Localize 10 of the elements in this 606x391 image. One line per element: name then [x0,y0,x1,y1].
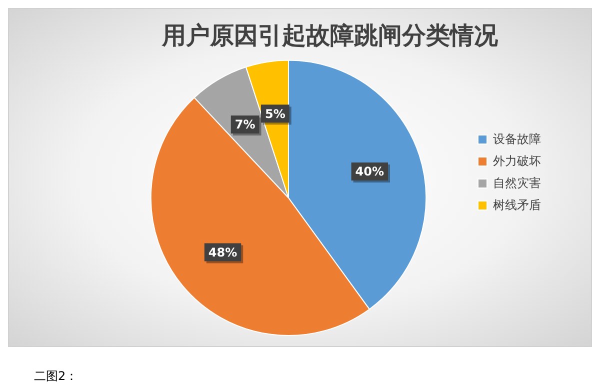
legend-label: 外力破坏 [493,154,541,168]
data-label: 5% [264,106,286,121]
text: 二图2： [34,368,78,385]
data-label: 40% [355,164,384,179]
data-label: 7% [234,118,256,132]
legend-label: 树线矛盾 [493,198,541,212]
data-label: 48% [208,245,238,260]
legend-label: 设备故障 [493,132,541,146]
legend-label: 自然灾害 [493,176,541,190]
chart-title: 用户原因引起故障跳闸分类情况 [161,22,499,50]
